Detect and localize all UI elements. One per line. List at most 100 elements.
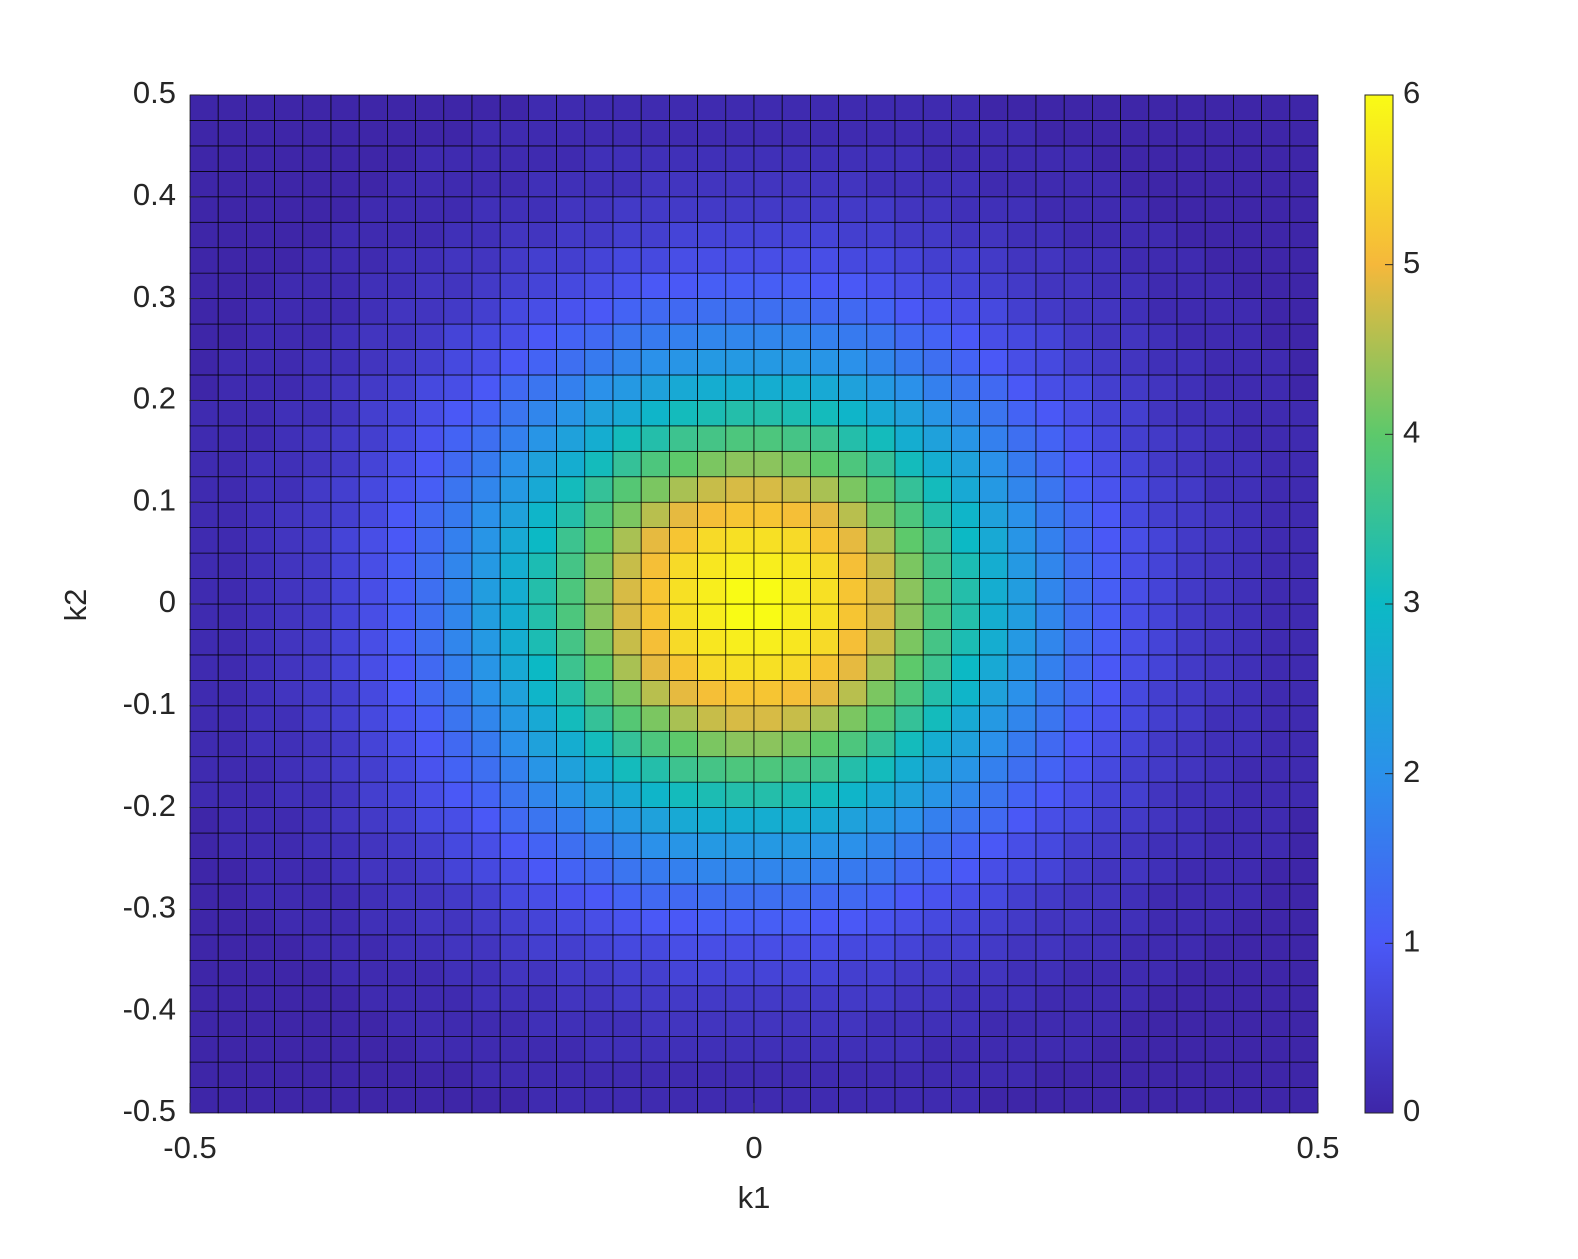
cell [1261,654,1291,681]
cell [358,578,388,605]
cell [1176,934,1206,961]
cell [979,501,1009,529]
cell [1120,476,1150,503]
cell [528,654,557,681]
cell [1035,425,1065,452]
cell [810,705,839,732]
cell [528,120,557,147]
cell [640,450,670,478]
cell [274,298,304,325]
cell [1148,374,1178,401]
cell [1176,654,1206,681]
cell [725,552,755,579]
cell [838,374,868,401]
cell [246,909,275,936]
cell [471,578,501,605]
cell [951,527,980,554]
cell [612,1036,642,1063]
cell [246,603,275,630]
cell [302,476,332,503]
cell [894,883,924,910]
cell [1261,425,1291,452]
cell [415,654,445,681]
cell [1148,1010,1178,1038]
cell [443,934,473,961]
cell [358,145,388,172]
cell [358,247,388,274]
cell [951,221,980,249]
cell [302,883,332,910]
x-tick-label: 0 [745,1130,762,1165]
cell [951,171,980,198]
cell [471,781,501,808]
cell [640,1010,670,1038]
cell [781,476,811,503]
cell [471,349,501,376]
cell [499,552,529,579]
cell [274,145,304,172]
cell [640,756,670,783]
cell [1120,756,1150,783]
cell [584,272,614,299]
cell [838,832,868,859]
cell [499,120,529,147]
cell [979,705,1009,732]
cell [810,272,839,299]
cell [669,450,698,478]
cell [669,832,698,859]
cell [753,374,783,401]
cell [838,221,868,249]
cell [556,476,586,503]
cell [1092,323,1121,350]
cell [979,603,1009,630]
cell [1289,247,1319,274]
cell [1063,94,1093,121]
cell [443,679,473,707]
cell [1176,552,1206,579]
cell [1035,1010,1065,1038]
cell [330,120,360,147]
colorbar-tick-label: 5 [1403,245,1420,280]
cell [1063,654,1093,681]
cell [838,578,868,605]
cell [556,781,586,808]
cell [612,1061,642,1088]
cell [922,400,952,427]
cell [584,1061,614,1088]
cell [274,94,304,121]
cell [1092,120,1121,147]
cell [1204,94,1234,121]
cell [1092,171,1121,198]
cell [838,94,868,121]
cell [612,883,642,910]
cell [810,94,839,121]
cell [951,781,980,808]
cell [1007,323,1037,350]
cell [1035,527,1065,554]
cell [1092,450,1121,478]
cell [528,450,557,478]
cell [1092,552,1121,579]
cell [1035,705,1065,732]
x-axis-label: k1 [738,1180,771,1215]
cell [217,247,247,274]
cell [358,527,388,554]
cell [443,476,473,503]
cell [979,858,1009,885]
cell [217,909,247,936]
cell [951,374,980,401]
cell [1233,196,1262,223]
cell [612,247,642,274]
cell [274,323,304,350]
cell [556,374,586,401]
cell [358,654,388,681]
cell [866,730,896,758]
cell [922,221,952,249]
cell [274,400,304,427]
cell [528,1061,557,1088]
cell [499,298,529,325]
cell [612,807,642,834]
cell [415,1010,445,1038]
cell [810,985,839,1012]
cell [697,909,727,936]
